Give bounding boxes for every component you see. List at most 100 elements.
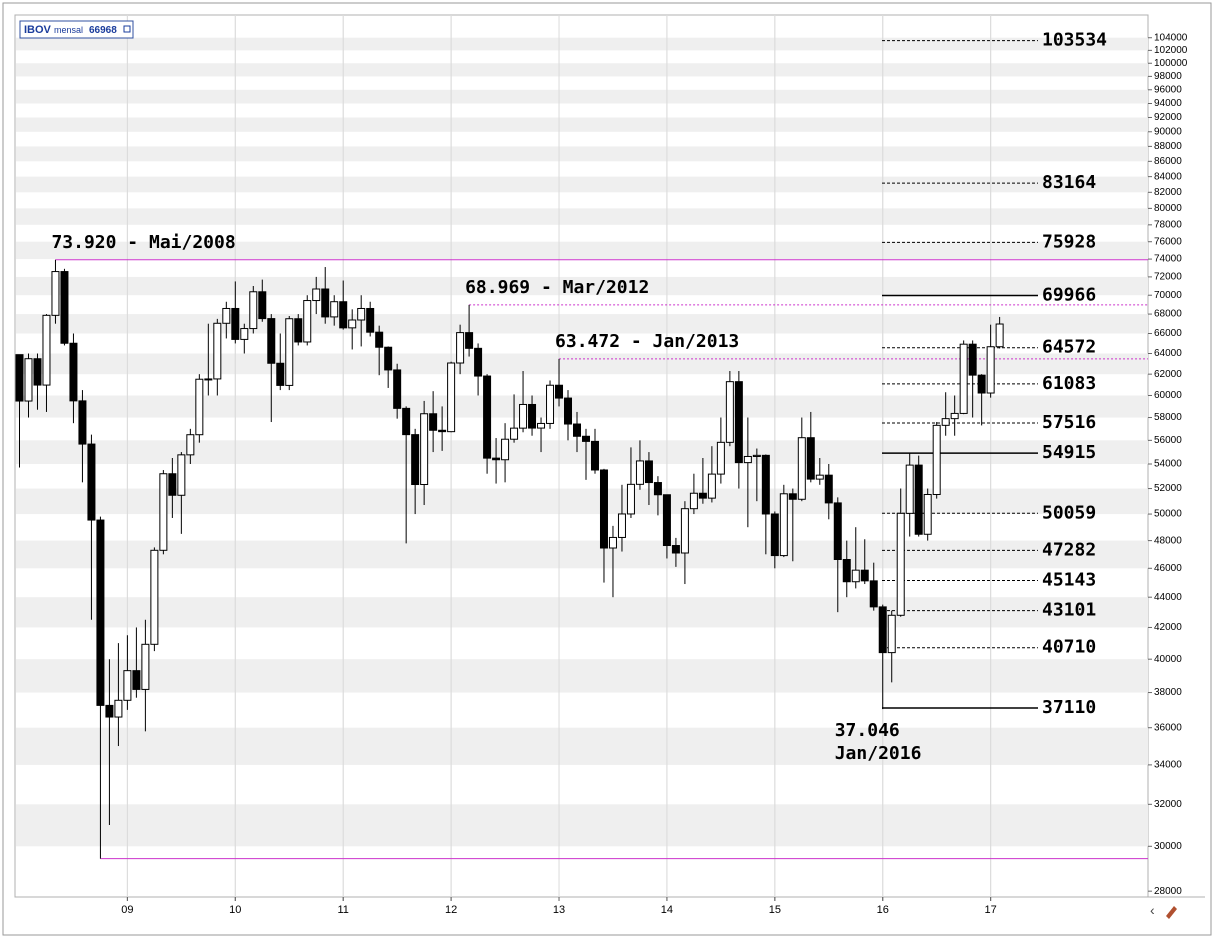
candle-body xyxy=(366,307,375,333)
scroll-left[interactable]: ‹ xyxy=(1150,902,1155,918)
candle-body xyxy=(420,413,429,486)
grid-band xyxy=(16,117,1148,132)
y-tick-label: 98000 xyxy=(1154,71,1182,82)
legend-symbol: IBOV xyxy=(24,24,52,36)
candle-body xyxy=(447,362,456,433)
candle-body xyxy=(69,342,78,402)
candle-body xyxy=(581,435,590,442)
candle-body xyxy=(186,434,195,456)
candle-body xyxy=(24,358,33,402)
x-tick-label: 14 xyxy=(661,904,673,916)
y-tick-label: 36000 xyxy=(1154,722,1182,733)
y-tick-label: 56000 xyxy=(1154,435,1182,446)
candle-body xyxy=(707,473,716,499)
x-tick-label: 10 xyxy=(229,904,241,916)
x-tick-label: 11 xyxy=(337,904,348,916)
candle-body xyxy=(213,322,222,380)
candle-body xyxy=(321,288,330,318)
legend-toggle[interactable] xyxy=(123,25,131,33)
grid-band xyxy=(16,804,1148,847)
candle-body xyxy=(779,493,788,557)
candle-body xyxy=(402,407,411,436)
candle-body xyxy=(546,384,555,424)
candle-body xyxy=(375,331,384,348)
candle-body xyxy=(887,614,896,654)
candle-body xyxy=(276,362,285,386)
candle-body xyxy=(941,418,950,426)
grid-band xyxy=(16,37,1148,51)
candle-body xyxy=(105,704,114,718)
y-tick-label: 70000 xyxy=(1154,290,1182,301)
grid-band xyxy=(16,241,1148,260)
candle-body xyxy=(177,454,186,496)
grid-band xyxy=(16,176,1148,193)
y-tick-label: 88000 xyxy=(1154,141,1182,152)
y-tick-label: 46000 xyxy=(1154,563,1182,574)
candle-body xyxy=(644,460,653,484)
candle-body xyxy=(564,397,573,425)
candle-body xyxy=(923,493,932,535)
y-tick-label: 54000 xyxy=(1154,459,1182,470)
candle-body xyxy=(833,502,842,560)
candle-body xyxy=(285,318,294,386)
grid-band xyxy=(16,659,1148,693)
candle-body xyxy=(680,508,689,554)
candle-body xyxy=(429,413,438,431)
level-label: 57516 xyxy=(1042,412,1096,433)
y-tick-label: 96000 xyxy=(1154,84,1182,95)
level-label: 103534 xyxy=(1042,30,1107,51)
level-label: 64572 xyxy=(1042,337,1096,358)
candle-body xyxy=(222,307,231,324)
grid-band xyxy=(16,440,1148,465)
legend-last: 66968 xyxy=(89,25,117,36)
y-tick-label: 52000 xyxy=(1154,483,1182,494)
candle-body xyxy=(492,457,501,461)
pen-tool[interactable] xyxy=(1166,906,1177,919)
legend-period: mensal xyxy=(54,25,83,35)
x-tick-label: 09 xyxy=(121,904,133,916)
candle-body xyxy=(411,434,420,486)
candle-body xyxy=(932,424,941,495)
candle-body xyxy=(249,291,258,330)
candle-body xyxy=(483,375,492,459)
y-tick-label: 74000 xyxy=(1154,254,1182,265)
grid-band xyxy=(16,727,1148,765)
level-label: 37110 xyxy=(1042,697,1096,718)
level-label: 43101 xyxy=(1042,600,1096,621)
candle-body xyxy=(977,374,986,394)
candle-body xyxy=(42,314,51,386)
candle-body xyxy=(734,381,743,464)
y-tick-label: 30000 xyxy=(1154,841,1182,852)
y-tick-label: 40000 xyxy=(1154,654,1182,665)
level-label: 75928 xyxy=(1042,231,1096,252)
x-tick-label: 16 xyxy=(877,904,889,916)
y-tick-label: 48000 xyxy=(1154,535,1182,546)
candle-body xyxy=(357,307,366,321)
candle-body xyxy=(141,643,150,690)
candle-body xyxy=(393,369,402,409)
candle-body xyxy=(519,403,528,429)
candle-body xyxy=(258,291,267,320)
candle-body xyxy=(474,347,483,377)
candle-body xyxy=(294,318,303,343)
candle-body xyxy=(267,318,276,364)
y-tick-label: 76000 xyxy=(1154,236,1182,247)
candle-body xyxy=(806,437,815,480)
candle-body xyxy=(824,474,833,504)
candle-body xyxy=(348,319,357,329)
candle-body xyxy=(384,346,393,371)
candle-body xyxy=(168,473,177,496)
candle-body xyxy=(716,441,725,475)
candle-body xyxy=(312,288,321,302)
level-label: 54915 xyxy=(1042,442,1096,463)
candle-body xyxy=(851,569,860,583)
y-tick-label: 100000 xyxy=(1154,58,1188,69)
y-tick-label: 78000 xyxy=(1154,219,1182,230)
y-tick-label: 60000 xyxy=(1154,390,1182,401)
candle-body xyxy=(438,429,447,433)
candle-body xyxy=(240,328,249,340)
level-label: 50059 xyxy=(1042,502,1096,523)
candle-body xyxy=(788,493,797,500)
candle-body xyxy=(995,323,1004,348)
